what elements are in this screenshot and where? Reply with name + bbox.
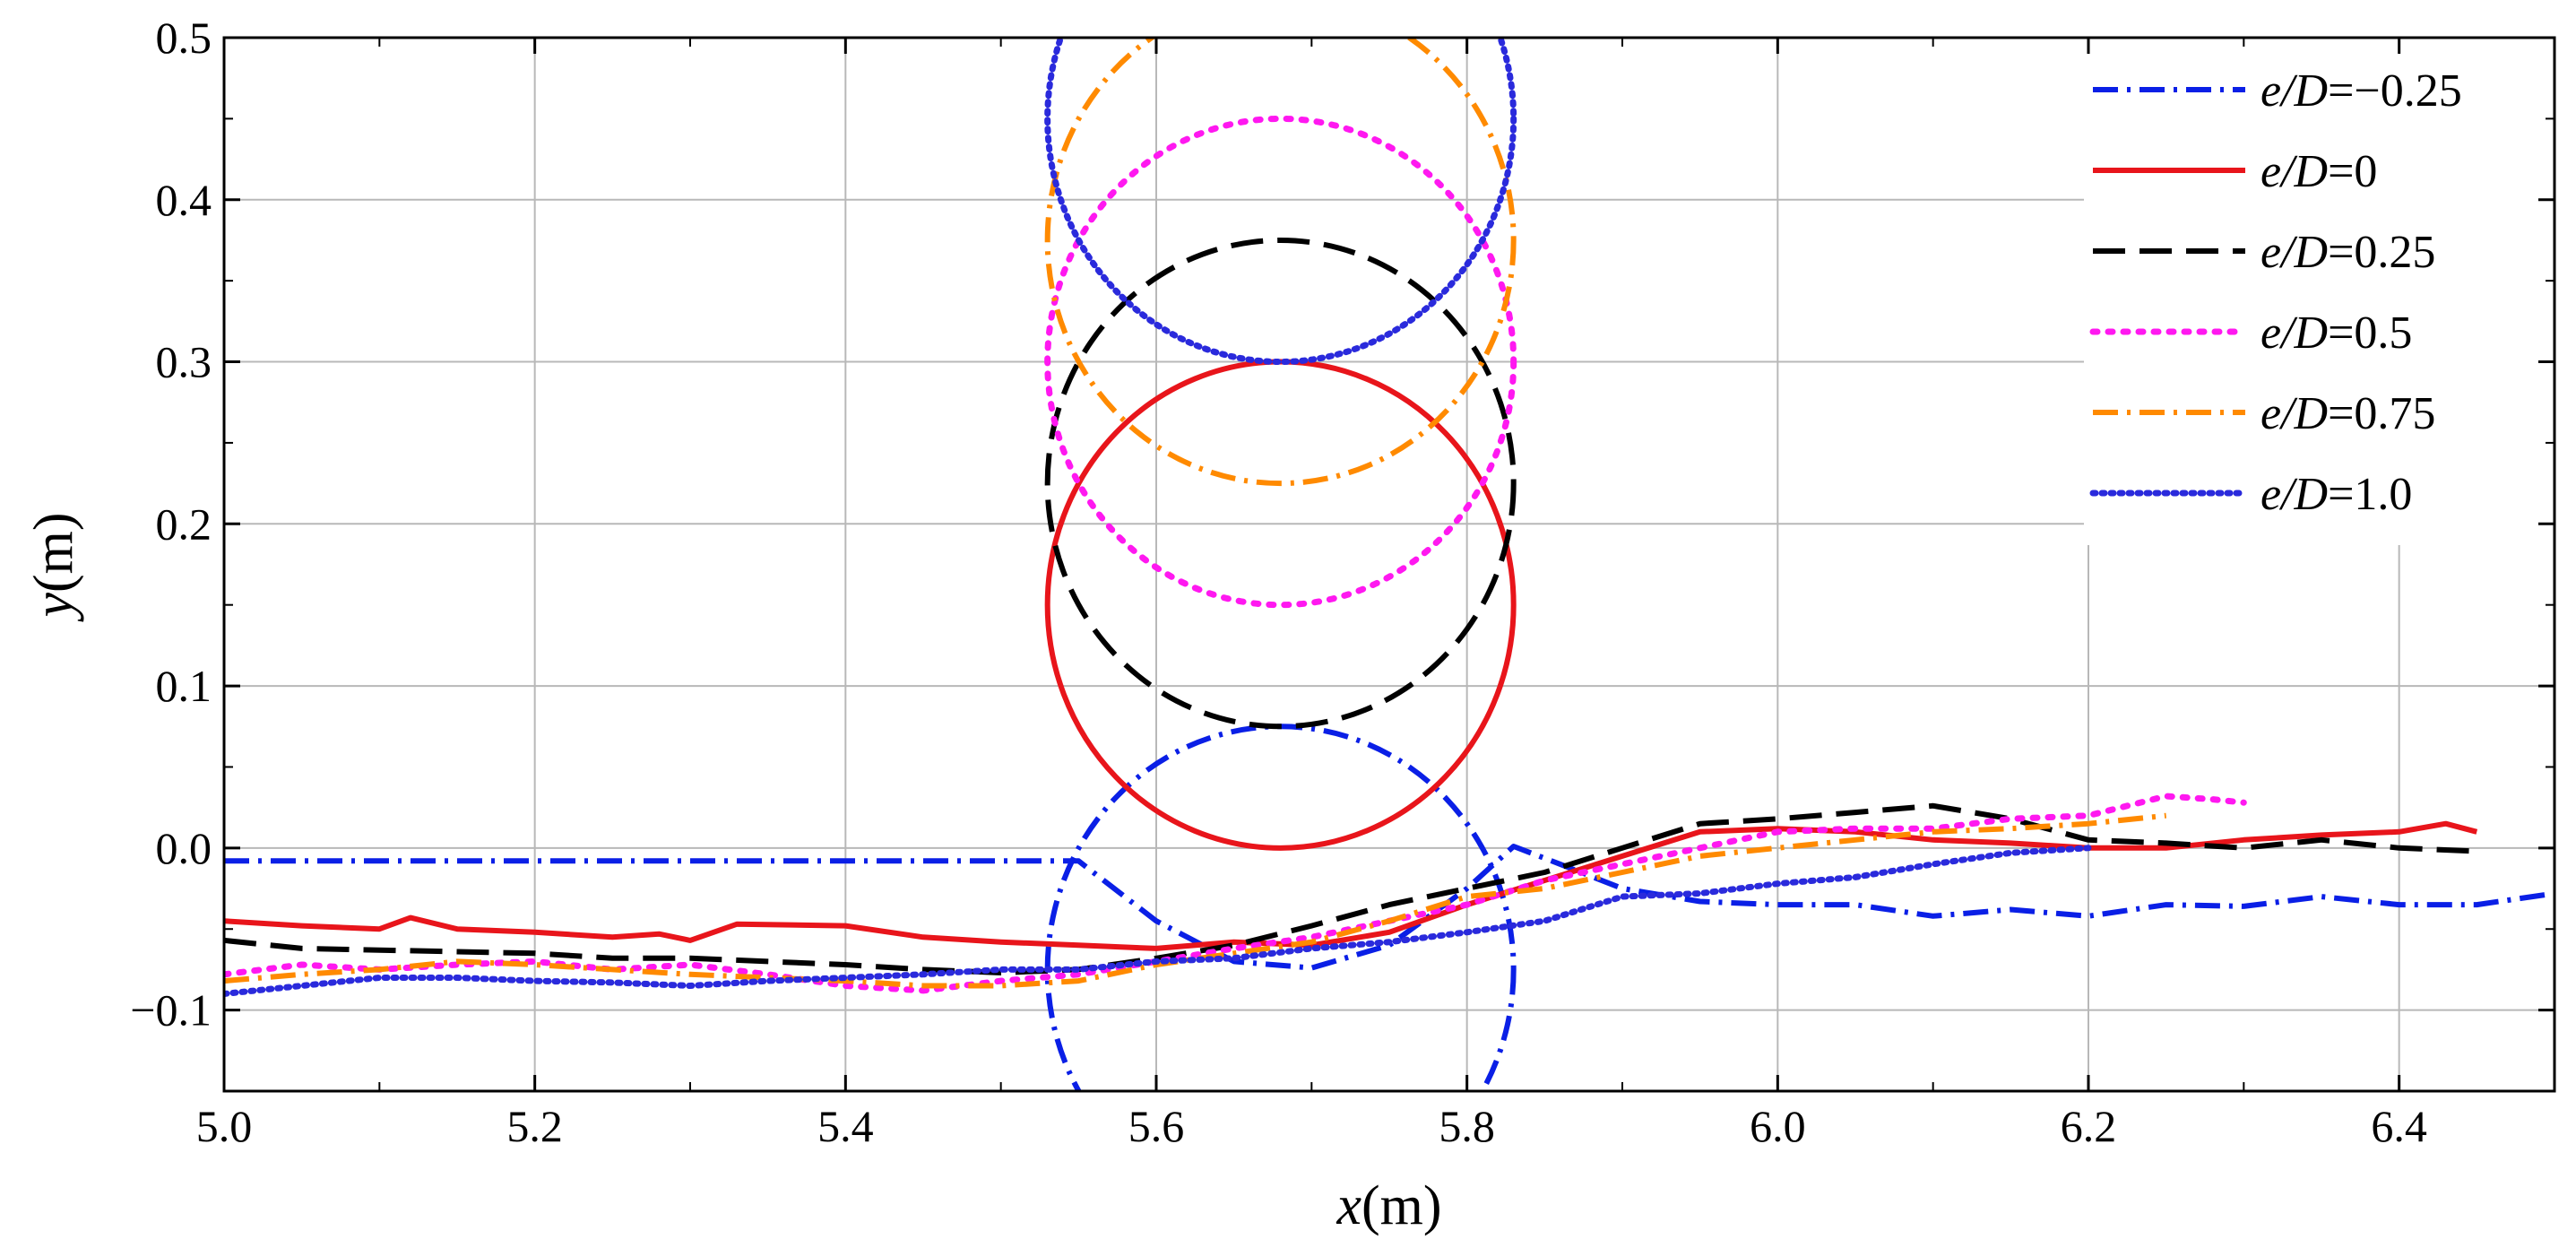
legend-var: e/D: [2260, 65, 2328, 117]
y-tick-label: −0.1: [130, 985, 212, 1036]
x-axis-title: x(m): [1336, 1175, 1441, 1236]
x-tick-label: 5.0: [196, 1101, 253, 1151]
x-tick-label: 5.8: [1439, 1101, 1495, 1151]
axis-ticks: 5.0 5.2 5.4 5.6 5.8 6.0 6.2 6.4 −0.1 0.0 0.1 0.2 0.3…: [130, 13, 2554, 1151]
bed-profile-series-4: [224, 812, 2167, 989]
pipe-outline-series-3: [1044, 115, 1517, 609]
x-axis-var: x: [1336, 1175, 1361, 1236]
legend-var: e/D: [2260, 388, 2328, 439]
legend-label-series-1: e/D=0: [2260, 146, 2377, 197]
bed-profile-series-2: [224, 802, 2477, 975]
y-tick-label: 0.5: [156, 13, 212, 63]
legend-value: =0.75: [2328, 388, 2435, 439]
pipe-outline-series-4: [1044, 38, 1517, 487]
bed-profile-series-0: [224, 844, 2554, 971]
y-tick-label: 0.0: [156, 823, 212, 873]
legend: e/D=−0.25e/D=0e/D=0.25e/D=0.5e/D=0.75e/D…: [2089, 65, 2462, 520]
y-tick-label: 0.3: [156, 337, 212, 387]
series-4: [224, 38, 2167, 989]
y-axis-title: y(m): [23, 512, 84, 622]
x-tick-label: 6.2: [2061, 1101, 2117, 1151]
pipe-outline-series-5: [1044, 38, 1517, 365]
legend-value: =1.0: [2328, 469, 2412, 520]
bed-profile-series-1: [224, 820, 2478, 951]
y-tick-label: 0.2: [156, 498, 212, 549]
x-tick-label: 5.4: [817, 1101, 874, 1151]
y-tick-label: 0.4: [156, 175, 212, 225]
legend-label-series-5: e/D=1.0: [2260, 469, 2412, 520]
legend-label-series-3: e/D=0.5: [2260, 308, 2412, 359]
legend-var: e/D: [2260, 469, 2328, 520]
x-tick-label: 5.2: [506, 1101, 563, 1151]
legend-background: [2084, 43, 2549, 545]
series-2: [224, 237, 2477, 975]
y-axis-unit: (m): [23, 512, 84, 593]
legend-value: =−0.25: [2328, 65, 2462, 117]
x-tick-label: 5.6: [1128, 1101, 1185, 1151]
legend-label-series-2: e/D=0.25: [2260, 227, 2435, 278]
y-axis-var: y: [23, 593, 84, 623]
bed-profile-series-5: [224, 845, 2092, 997]
pipe-outline-series-2: [1044, 237, 1517, 730]
legend-var: e/D: [2260, 308, 2328, 359]
legend-value: =0.25: [2328, 227, 2435, 278]
legend-value: =0: [2328, 146, 2377, 197]
x-tick-label: 6.0: [1750, 1101, 1806, 1151]
x-axis-unit: (m): [1361, 1175, 1442, 1236]
legend-label-series-4: e/D=0.75: [2260, 388, 2435, 439]
plot-frame: [222, 36, 2556, 1093]
y-tick-label: 0.1: [156, 661, 212, 711]
legend-value: =0.5: [2328, 308, 2412, 359]
legend-label-series-0: e/D=−0.25: [2260, 65, 2462, 117]
series-5: [224, 38, 2092, 997]
data-series: [224, 38, 2554, 1091]
x-tick-label: 6.4: [2371, 1101, 2427, 1151]
legend-var: e/D: [2260, 227, 2328, 278]
legend-var: e/D: [2260, 146, 2328, 197]
